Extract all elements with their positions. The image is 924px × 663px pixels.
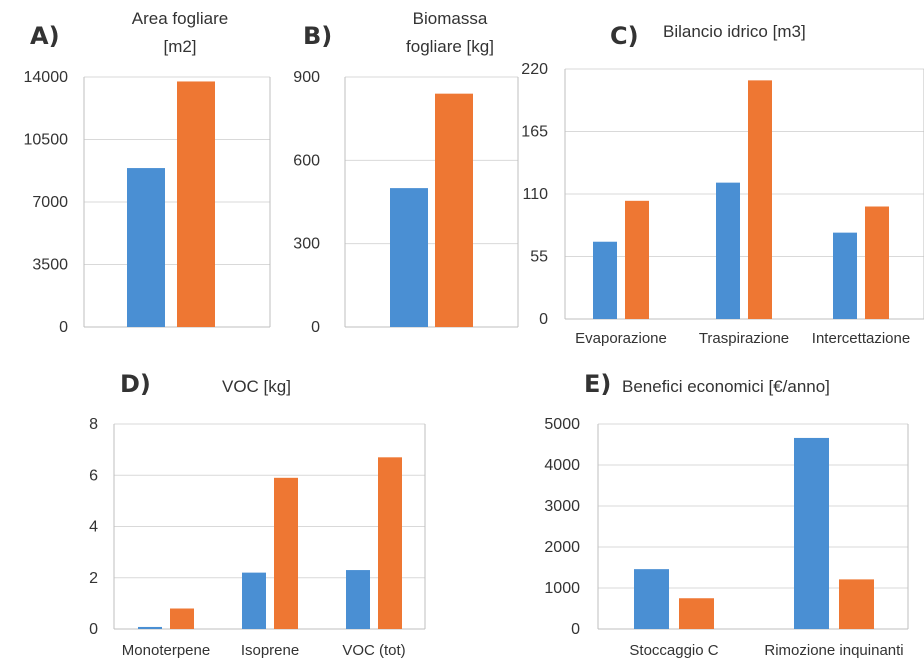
panel-e-title: Benefici economici [€/anno]	[622, 377, 830, 396]
panel-d-category-label: Monoterpene	[122, 642, 210, 659]
panel-b-ytick-label: 900	[293, 69, 320, 86]
panel-c-bar-series2-cat3	[865, 206, 889, 319]
panel-c-category-label: Evaporazione	[575, 330, 667, 347]
panel-b-bar-series2-cat1	[435, 93, 473, 328]
panel-d-bar-series1-cat3	[346, 570, 370, 629]
panel-a-ytick-label: 3500	[32, 257, 68, 274]
panel-e-category-label: Stoccaggio C	[629, 642, 718, 659]
panel-a-bar-series1-cat1	[127, 168, 165, 327]
panel-c-ytick-label: 165	[521, 124, 548, 141]
panel-d-bar-series2-cat2	[274, 477, 298, 629]
panel-e-bar-series1-cat1	[634, 569, 669, 629]
panel-c-title: Bilancio idrico [m3]	[663, 22, 806, 41]
panel-e-ytick-label: 2000	[544, 539, 580, 556]
panel-d-ytick-label: 4	[89, 519, 98, 536]
panel-e-bar-series2-cat1	[679, 598, 714, 629]
panel-a-ytick-label: 10500	[24, 132, 69, 149]
panel-c-bar-series1-cat3	[833, 232, 857, 319]
panel-d-ytick-label: 6	[89, 467, 98, 484]
panel-d-ytick-label: 2	[89, 570, 98, 587]
panel-b-ytick-label: 0	[311, 319, 320, 336]
panel-d-bar-series1-cat2	[242, 572, 266, 629]
panel-b-title: Biomassa	[413, 9, 488, 28]
panel-b-title: fogliare [kg]	[406, 37, 494, 56]
panel-d-ytick-label: 8	[89, 416, 98, 433]
panel-b-ytick-label: 600	[293, 152, 320, 169]
panel-e-category-label: Rimozione inquinanti	[764, 642, 903, 659]
panel-e-ytick-label: 1000	[544, 580, 580, 597]
panel-d-ytick-label: 0	[89, 621, 98, 638]
panel-a-ytick-label: 14000	[24, 69, 69, 86]
panel-d-bar-series2-cat1	[170, 608, 194, 629]
panel-a-letter: A)	[30, 22, 60, 50]
panel-c-category-label: Traspirazione	[699, 330, 789, 347]
panel-b-bar-series1-cat1	[390, 188, 428, 327]
panel-e-bar-series1-cat2	[794, 437, 829, 629]
panel-a-bar-series2-cat1	[177, 81, 215, 327]
panel-e-ytick-label: 4000	[544, 457, 580, 474]
panel-c-letter: C)	[610, 22, 639, 50]
panel-a-ytick-label: 7000	[32, 194, 68, 211]
panel-c-ytick-label: 110	[522, 186, 548, 203]
panel-a-title: [m2]	[163, 37, 196, 56]
panel-d-letter: D)	[120, 370, 151, 398]
panel-d-bar-series2-cat3	[378, 457, 402, 629]
panel-b-letter: B)	[303, 22, 332, 50]
panel-d-category-label: VOC (tot)	[342, 642, 405, 659]
panel-a-ytick-label: 0	[59, 319, 68, 336]
panel-c-category-label: Intercettazione	[812, 330, 910, 347]
panel-c-bar-series1-cat2	[716, 182, 740, 319]
panel-e-ytick-label: 3000	[544, 498, 580, 515]
panel-a-title: Area fogliare	[132, 9, 228, 28]
panel-c-ytick-label: 0	[539, 311, 548, 328]
panel-d-category-label: Isoprene	[241, 642, 299, 659]
panel-c-ytick-label: 55	[530, 249, 548, 266]
panel-e-letter: E)	[584, 370, 611, 398]
panel-c-ytick-label: 220	[521, 61, 548, 78]
panel-b-ytick-label: 300	[293, 236, 320, 253]
panel-e-ytick-label: 0	[571, 621, 580, 638]
panel-c-bar-series2-cat2	[748, 80, 772, 319]
panel-d-title: VOC [kg]	[222, 377, 291, 396]
panel-e-bar-series2-cat2	[839, 579, 874, 629]
panel-c-bar-series2-cat1	[625, 200, 649, 319]
panel-c-bar-series1-cat1	[593, 241, 617, 319]
panel-e-ytick-label: 5000	[544, 416, 580, 433]
panel-d-bar-series1-cat1	[138, 626, 162, 629]
